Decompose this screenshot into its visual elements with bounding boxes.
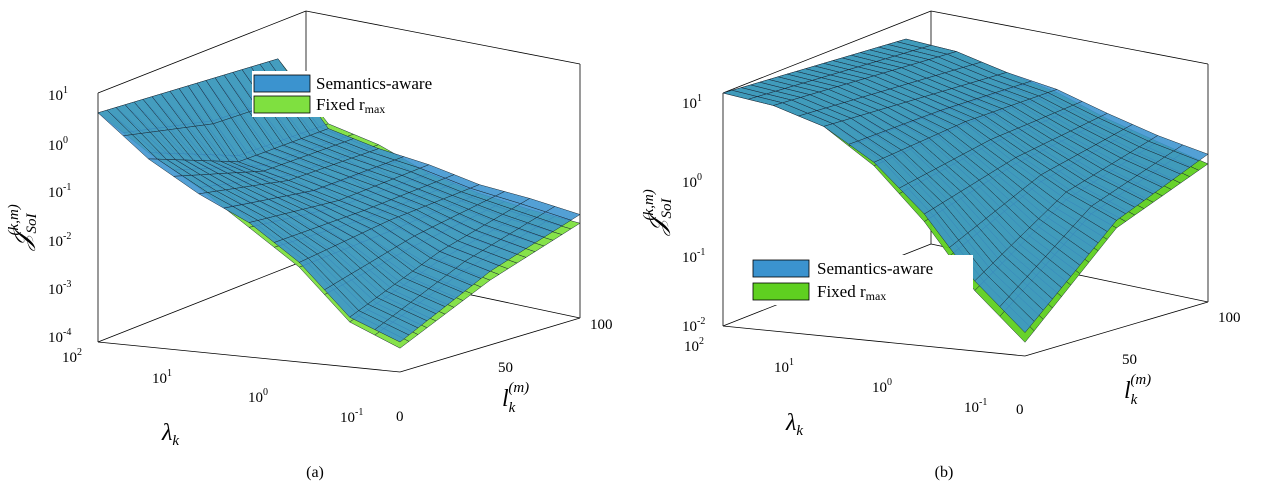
x-tick-b-2: 100 — [872, 377, 892, 396]
z-axis-label-a: 𝒥SoI(k,m) — [6, 204, 40, 251]
surface-b — [722, 38, 1209, 343]
surface-a — [97, 58, 581, 349]
z-ticks-b: 101 100 10-1 10-2 — [682, 93, 705, 335]
x-tick-a-1: 101 — [152, 368, 172, 387]
y-ticks-b: 0 50 100 — [1016, 310, 1241, 418]
y-tick-b-2: 100 — [1218, 310, 1241, 326]
legend-a: Semantics-aware Fixed rmax — [252, 71, 432, 117]
y-axis-label-b: lk(m) — [1124, 372, 1151, 408]
x-axis-label-b: λk — [785, 410, 803, 439]
y-tick-b-1: 50 — [1122, 352, 1137, 368]
x-tick-b-0: 102 — [684, 336, 704, 355]
panel-b: 101 100 10-1 10-2 102 101 100 10-1 0 50 … — [641, 10, 1241, 481]
legend-b-label-1: Fixed rmax — [817, 282, 886, 303]
x-tick-a-2: 100 — [248, 387, 268, 406]
z-ticks-a: 101 100 10-1 10-2 10-3 10-4 — [48, 85, 71, 346]
z-tick-a-2: 10-1 — [48, 182, 71, 201]
surface-patch — [999, 296, 1035, 333]
surface-semantics-a — [97, 58, 581, 343]
z-tick-b-1: 100 — [682, 172, 702, 191]
caption-a: (a) — [306, 464, 324, 481]
z-tick-a-4: 10-3 — [48, 279, 71, 298]
panel-a: 101 100 10-1 10-2 10-3 10-4 102 101 100 … — [6, 10, 613, 481]
x-axis-label-a: λk — [161, 420, 179, 449]
y-tick-b-0: 0 — [1016, 402, 1024, 418]
surface-semantics-b — [722, 38, 1209, 333]
y-axis-label-a: lk(m) — [502, 380, 529, 416]
legend-b-swatch-0 — [752, 259, 810, 278]
y-tick-a-1: 50 — [498, 360, 513, 376]
legend-a-label-0: Semantics-aware — [316, 74, 432, 93]
legend-b: Semantics-aware Fixed rmax — [751, 255, 973, 305]
z-tick-b-2: 10-1 — [682, 247, 705, 266]
legend-a-swatch-0 — [253, 74, 311, 93]
z-tick-a-5: 10-4 — [48, 327, 71, 346]
legend-b-swatch-1 — [752, 282, 810, 301]
x-ticks-b: 102 101 100 10-1 — [684, 336, 987, 416]
y-tick-a-0: 0 — [396, 409, 404, 425]
surface-patch — [374, 322, 410, 343]
x-tick-a-0: 102 — [62, 347, 82, 366]
y-tick-a-2: 100 — [590, 317, 613, 333]
caption-b: (b) — [935, 464, 954, 481]
z-tick-a-0: 101 — [48, 85, 68, 104]
x-tick-b-3: 10-1 — [964, 397, 987, 416]
z-tick-b-3: 10-2 — [682, 316, 705, 335]
z-axis-label-b: 𝒥SoI(k,m) — [641, 189, 675, 236]
x-ticks-a: 102 101 100 10-1 — [62, 347, 363, 426]
legend-b-label-0: Semantics-aware — [817, 259, 933, 278]
z-tick-a-3: 10-2 — [48, 231, 71, 250]
x-tick-a-3: 10-1 — [340, 407, 363, 426]
z-tick-a-1: 100 — [48, 135, 68, 154]
legend-a-swatch-1 — [253, 95, 311, 114]
z-tick-b-0: 101 — [682, 93, 702, 112]
y-ticks-a: 0 50 100 — [396, 317, 613, 425]
legend-a-label-1: Fixed rmax — [316, 95, 385, 116]
x-tick-b-1: 101 — [774, 357, 794, 376]
